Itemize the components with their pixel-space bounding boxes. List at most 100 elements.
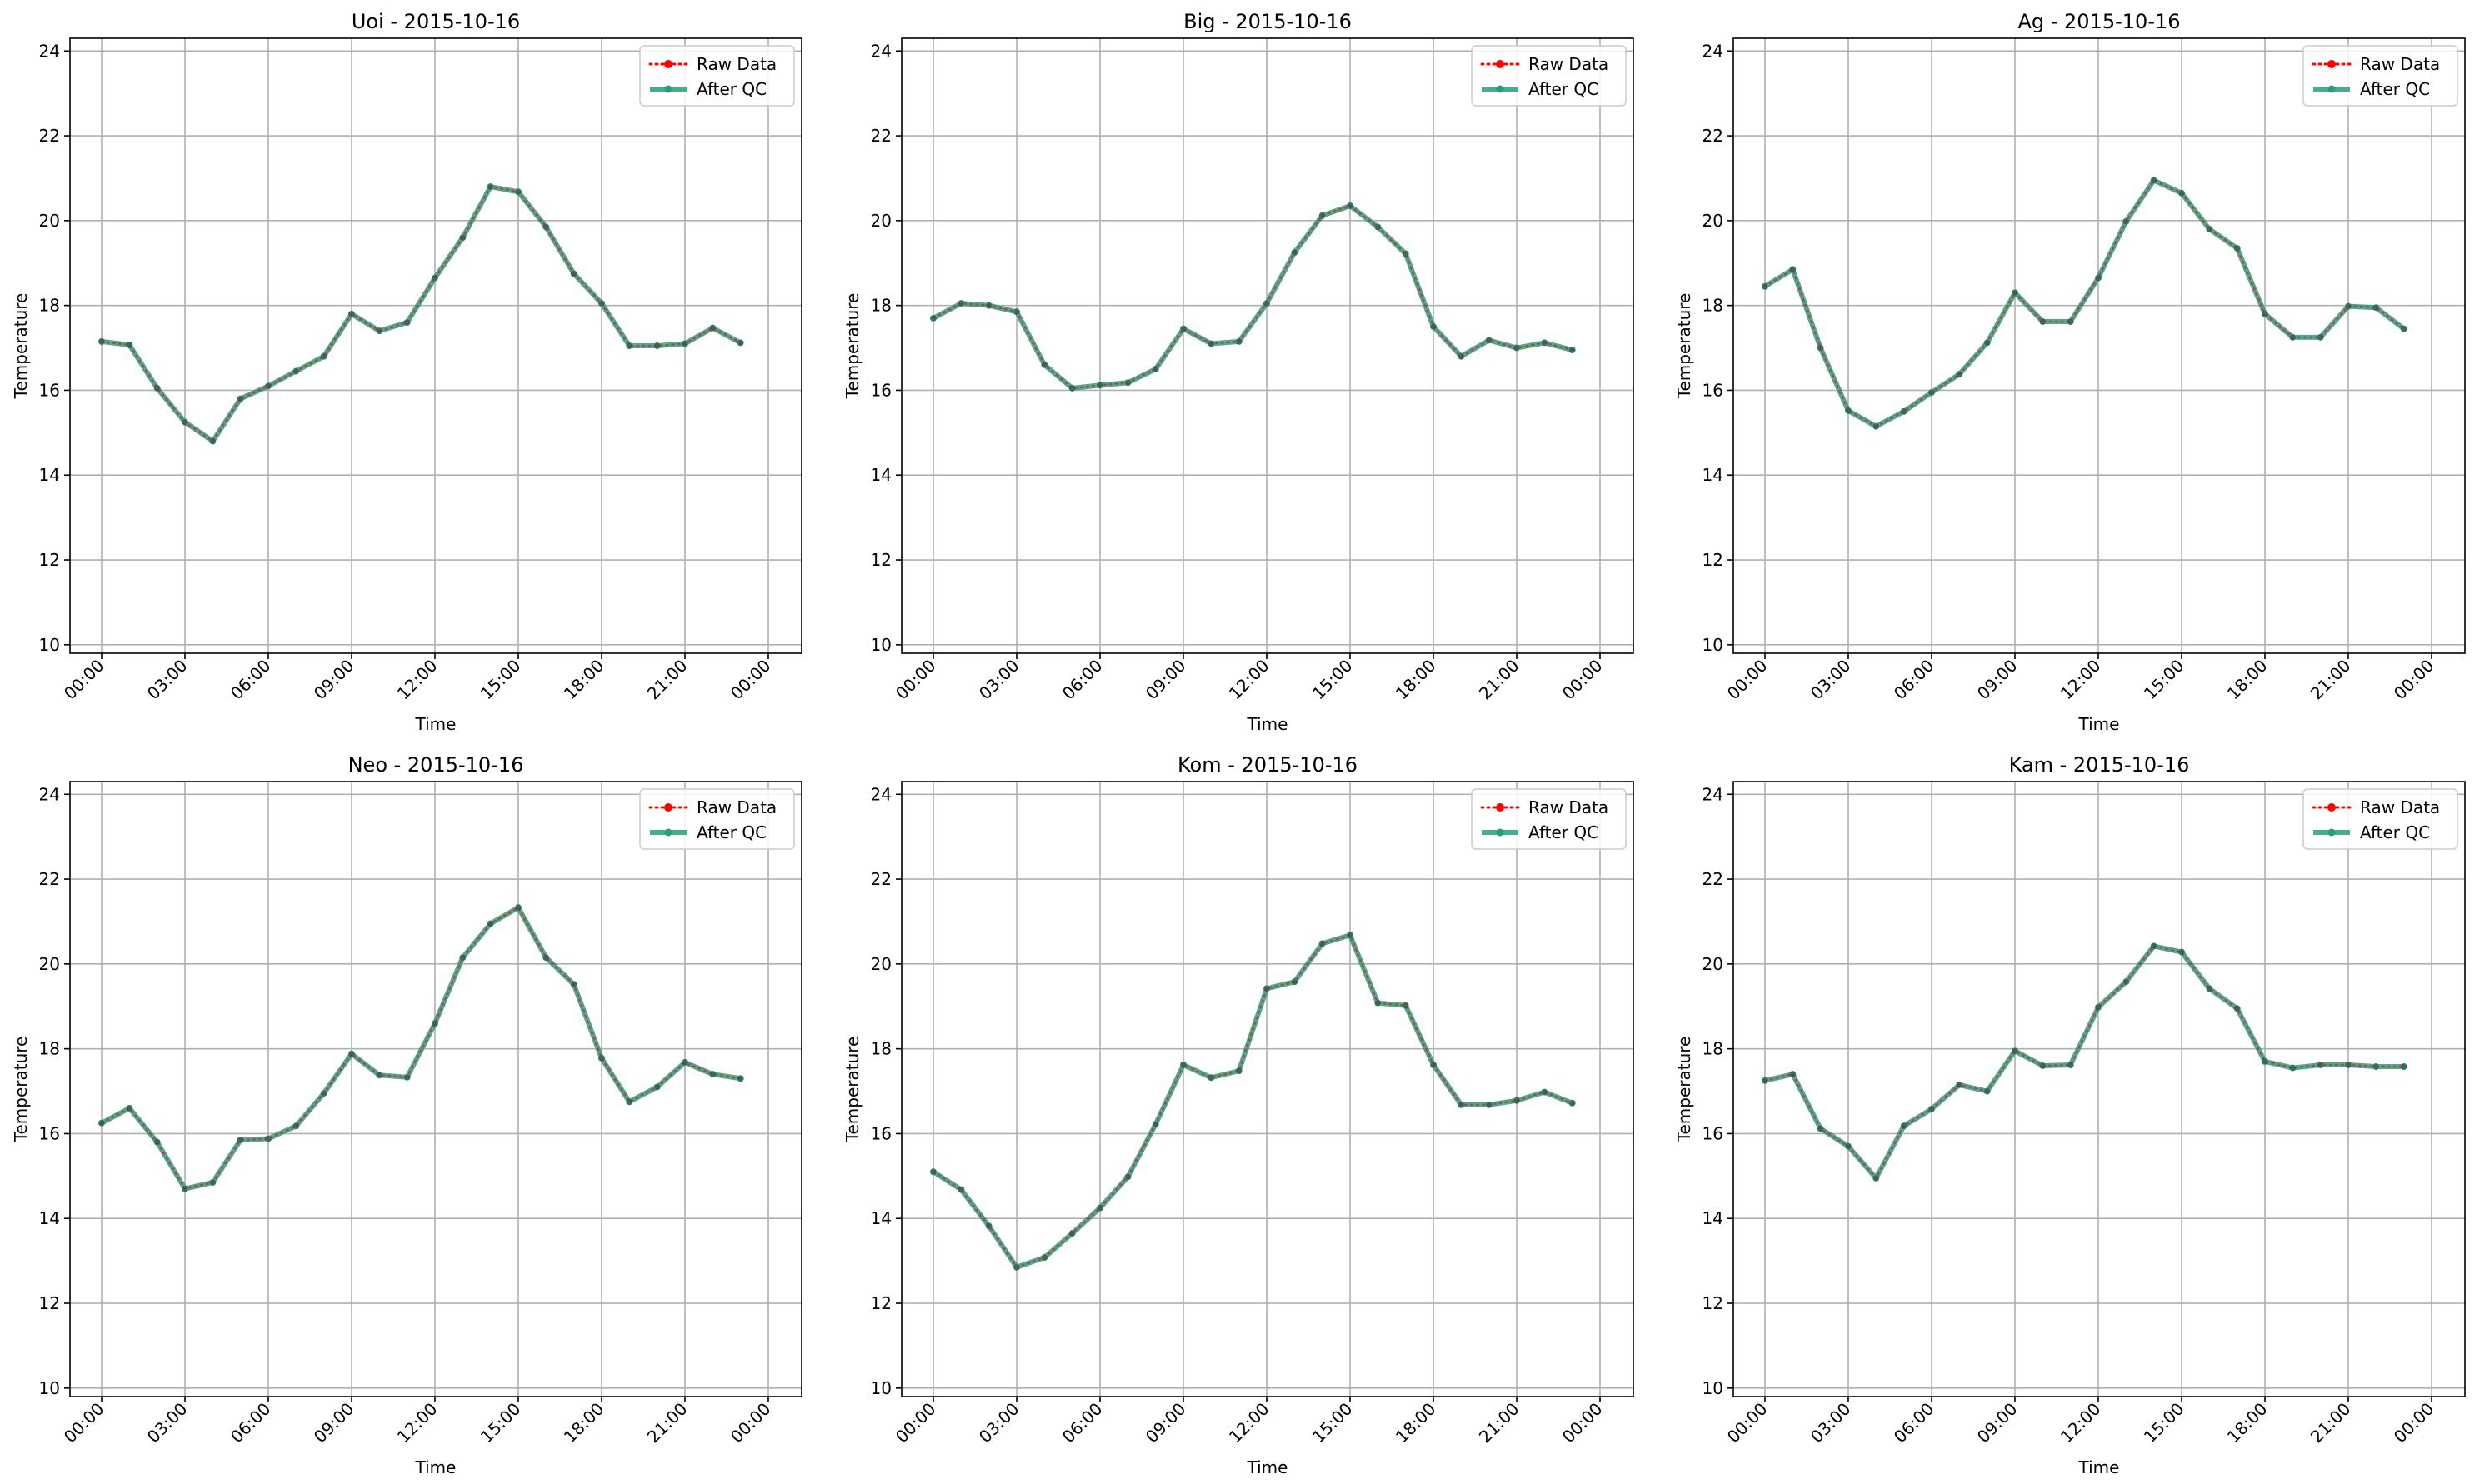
series-raw-data-point [209,1179,216,1186]
series-raw-data-point [1069,1230,1076,1237]
x-tick-label: 06:00 [1058,656,1107,704]
y-tick-label: 10 [1702,1378,1723,1398]
legend-raw-label: Raw Data [697,54,777,74]
y-axis-label: Temperature [11,293,31,400]
series-raw-data-point [986,302,992,309]
y-tick-label: 18 [871,296,892,316]
series-raw-data-point [321,1090,328,1097]
series-raw-data-point [2262,311,2268,317]
axes-frame [69,37,802,654]
series-raw-data-point [1956,1082,1962,1088]
series-raw-data-point [2095,1004,2102,1011]
series-raw-data-line [100,906,742,1191]
series-raw-data-point [2095,275,2102,282]
y-tick-label: 24 [871,41,892,61]
series-raw-data-point [432,1020,438,1027]
series-raw-data-point [2372,1063,2379,1070]
series-raw-data-point [571,270,578,277]
series-raw-data-point [432,275,438,282]
x-tick-label: 09:00 [1142,1399,1190,1447]
series-raw-data-point [488,921,494,927]
x-axis-label: Time [415,1457,457,1477]
y-tick-label: 14 [1702,1208,1723,1228]
y-tick-label: 22 [39,869,60,889]
y-tick-label: 20 [1702,211,1723,231]
series-raw-data-point [1762,283,1768,290]
y-tick-label: 16 [39,1123,60,1143]
y-tick-label: 22 [1702,126,1723,146]
series-raw-data-line [932,933,1573,1269]
series-raw-data-point [154,385,161,392]
series-raw-data-point [2234,245,2241,252]
series-raw-data-point [2318,334,2324,341]
y-tick-label: 20 [39,954,60,974]
chart-panel-4: 10 12 14 16 18 20 22 24 00:00 03:00 06:00 09:00 12:0… [11,753,802,1477]
y-tick-label: 12 [871,1293,892,1313]
series-raw-data-point [404,1074,411,1081]
x-tick-label: 09:00 [1142,656,1190,704]
y-tick-label: 12 [1702,550,1723,570]
y-tick-label: 14 [871,465,892,485]
chart-panel-6: 10 12 14 16 18 20 22 24 00:00 03:00 06:00 09:00 12:0… [1674,753,2466,1477]
series-raw-data-point [1458,1102,1464,1108]
y-tick-label: 24 [871,784,892,804]
series-raw-data-point [1402,251,1409,257]
series-raw-data-point [1513,1097,1520,1104]
x-tick-label: 09:00 [310,656,358,704]
legend-raw-marker [1496,803,1504,812]
y-tick-label: 12 [39,550,60,570]
y-tick-label: 10 [871,635,892,655]
x-tick-label: 15:00 [1308,656,1357,704]
chart-title: Uoi - 2015-10-16 [352,10,520,33]
series-raw-data-point [2345,1062,2352,1068]
x-tick-label: 18:00 [2223,1399,2272,1447]
chart-title: Ag - 2015-10-16 [2018,10,2180,33]
series-raw-data-point [1263,300,1270,307]
x-axis-label: Time [415,714,457,734]
x-tick-label: 18:00 [560,1399,608,1447]
series-raw-data-point [1291,978,1298,985]
x-tick-label: 15:00 [1308,1399,1357,1447]
legend: Raw Data After QC [1471,788,1627,850]
x-tick-label: 09:00 [310,1399,358,1447]
series-raw-data-point [626,1098,632,1105]
series-raw-data-point [1486,1102,1492,1108]
series-raw-data-point [958,1187,964,1193]
series-after-qc-line [99,184,743,444]
series-after-qc-line [1762,943,2407,1181]
y-tick-label: 14 [1702,465,1723,485]
x-tick-label: 18:00 [560,656,608,704]
legend-raw-label: Raw Data [1528,54,1608,74]
series-raw-data-point [1152,1121,1159,1127]
y-tick-label: 24 [1702,784,1723,804]
axes-frame [1732,37,2466,654]
y-tick-label: 22 [1702,869,1723,889]
series-raw-data-point [1319,940,1326,947]
series-raw-data-point [1486,337,1492,343]
y-tick-label: 20 [39,211,60,231]
chart-panel-3: 10 12 14 16 18 20 22 24 00:00 03:00 06:00 09:00 12:0… [1674,10,2466,734]
legend-qc-label: After QC [697,822,767,842]
series-raw-data-point [98,1120,105,1127]
x-tick-label: 15:00 [2140,1399,2188,1447]
x-tick-label: 03:00 [143,1399,192,1447]
series-raw-data-point [1041,1254,1048,1261]
y-tick-label: 16 [871,380,892,400]
series-raw-data-line [1763,178,2405,428]
series-raw-data-point [2401,1063,2408,1070]
series-raw-data-line [100,185,742,443]
x-tick-label: 00:00 [60,656,108,704]
series-raw-data-point [1845,1143,1852,1150]
series-after-qc-line [1762,177,2407,429]
x-tick-label: 00:00 [727,656,775,704]
series-raw-data-point [2039,1062,2046,1069]
series-raw-data-point [1818,345,1824,352]
series-raw-data-point [1069,385,1076,392]
series-raw-data-point [1818,1125,1824,1132]
series-raw-data-point [515,188,522,195]
y-tick-label: 14 [39,465,60,485]
x-tick-label: 21:00 [1475,656,1523,704]
x-tick-label: 12:00 [1225,656,1273,704]
series-raw-data-point [404,319,411,326]
x-tick-label: 09:00 [1973,656,2022,704]
